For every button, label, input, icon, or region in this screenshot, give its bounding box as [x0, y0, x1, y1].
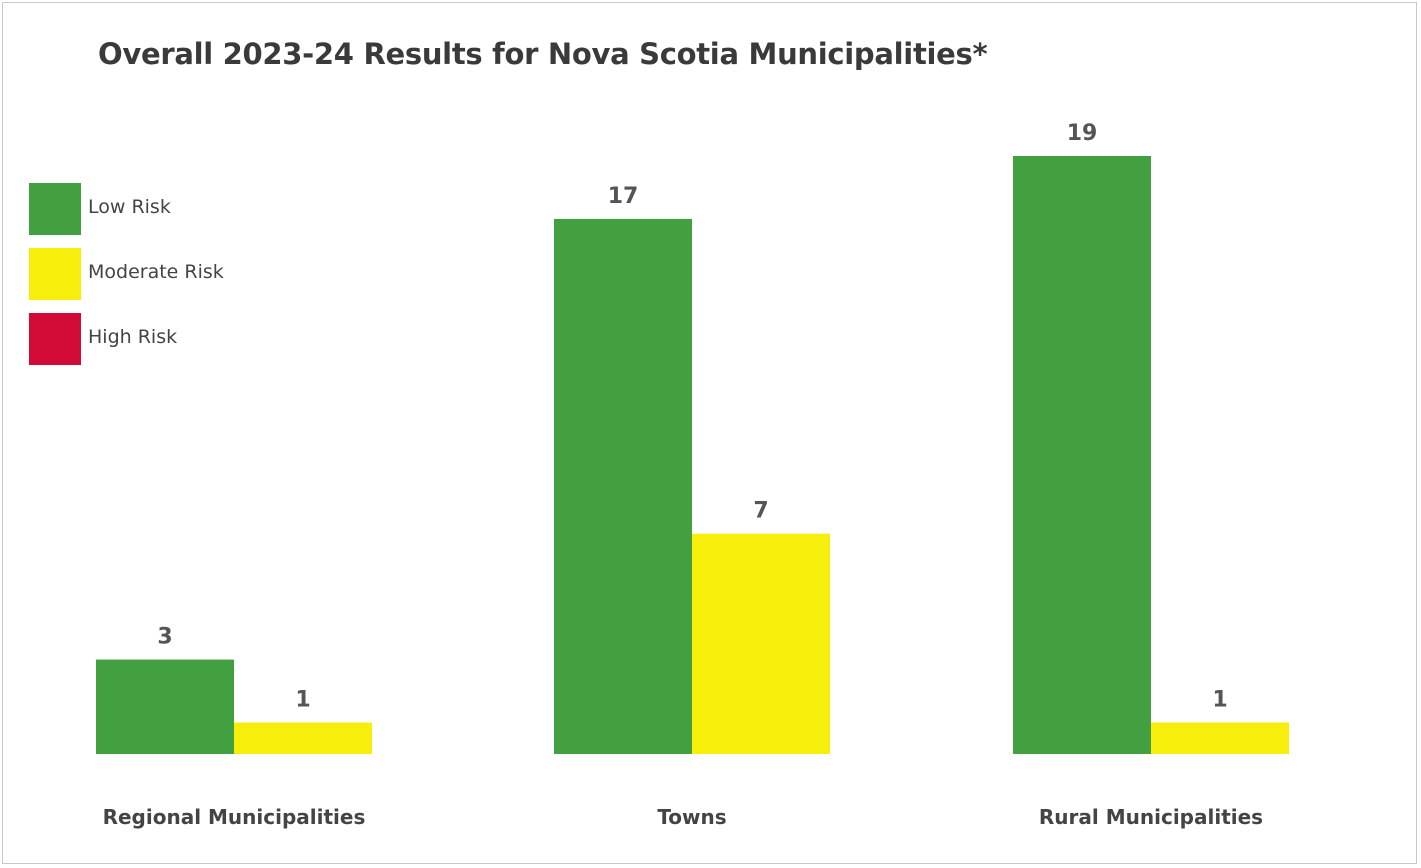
data-label-towns-moderate-risk: 7 [753, 499, 768, 524]
bar-towns-moderate-risk [692, 533, 830, 754]
data-label-towns-low-risk: 17 [608, 184, 639, 209]
bar-towns-low-risk [554, 218, 692, 754]
legend-item-high-risk: High Risk [29, 313, 289, 365]
category-label-towns: Towns [657, 805, 726, 829]
legend-label-high-risk: High Risk [88, 326, 178, 348]
chart-title: Overall 2023-24 Results for Nova Scotia … [98, 37, 988, 71]
data-label-rural-municipalities-moderate-risk: 1 [1212, 688, 1227, 713]
bar-rural-municipalities-moderate-risk [1151, 722, 1289, 754]
bar-rural-municipalities-low-risk [1013, 156, 1151, 754]
legend-swatch-low-risk [29, 183, 81, 235]
data-label-regional-municipalities-low-risk: 3 [157, 625, 172, 650]
legend-label-low-risk: Low Risk [88, 196, 171, 218]
category-label-rural-municipalities: Rural Municipalities [1039, 805, 1263, 829]
legend-item-moderate-risk: Moderate Risk [29, 248, 289, 300]
data-label-regional-municipalities-moderate-risk: 1 [295, 688, 310, 713]
bar-regional-municipalities-moderate-risk [234, 722, 372, 754]
legend-label-moderate-risk: Moderate Risk [88, 261, 224, 283]
legend-swatch-moderate-risk [29, 248, 81, 300]
bar-regional-municipalities-low-risk [96, 659, 234, 754]
data-label-rural-municipalities-low-risk: 19 [1067, 121, 1098, 146]
legend-swatch-high-risk [29, 313, 81, 365]
category-label-regional-municipalities: Regional Municipalities [103, 805, 366, 829]
legend-item-low-risk: Low Risk [29, 183, 289, 235]
